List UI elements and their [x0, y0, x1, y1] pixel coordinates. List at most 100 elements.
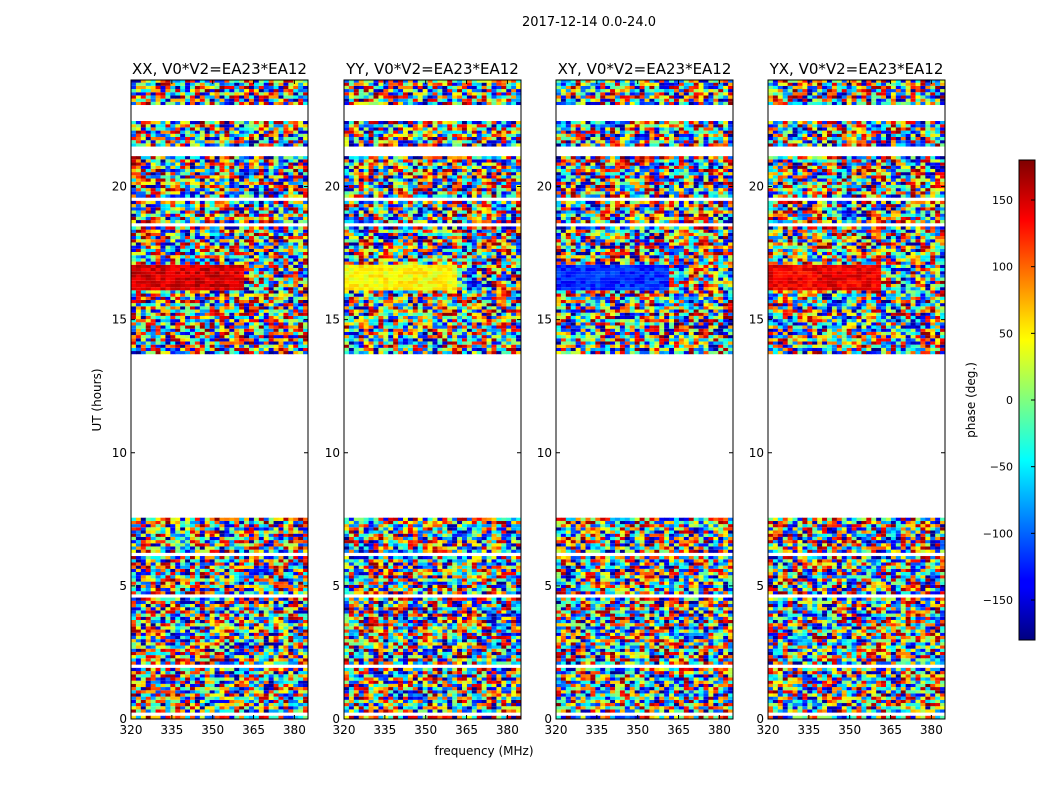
phase-cell	[263, 568, 270, 573]
phase-cell	[283, 101, 289, 106]
phase-cell	[150, 89, 156, 93]
phase-cell	[239, 674, 245, 678]
phase-cell	[190, 603, 196, 608]
phase-cell	[131, 667, 137, 672]
phase-cell	[244, 136, 250, 141]
phase-cell	[298, 89, 304, 93]
phase-cell	[214, 568, 220, 573]
phase-cell	[224, 306, 230, 310]
phase-cell	[258, 194, 265, 198]
phase-cell	[273, 540, 279, 544]
phase-cell	[268, 671, 274, 675]
phase-cell	[209, 562, 215, 566]
phase-cell	[165, 168, 171, 173]
phase-cell	[170, 255, 176, 259]
phase-cell	[185, 572, 191, 576]
phase-cell	[224, 344, 230, 348]
phase-cell	[268, 588, 274, 592]
phase-cell	[190, 245, 196, 249]
phase-cell	[194, 207, 201, 211]
phase-cell	[199, 252, 206, 256]
phase-cell	[253, 328, 260, 332]
phase-cell	[204, 101, 211, 106]
phase-cell	[258, 172, 265, 176]
phase-cell	[253, 341, 260, 345]
phase-cell	[273, 95, 279, 99]
phase-cell	[199, 89, 206, 93]
phase-cell	[155, 671, 161, 675]
phase-cell	[145, 136, 152, 141]
phase-cell	[204, 616, 211, 620]
phase-cell	[303, 667, 309, 672]
phase-cell	[278, 213, 284, 217]
phase-cell	[209, 124, 215, 128]
phase-cell	[180, 572, 186, 576]
phase-cell	[204, 159, 211, 163]
phase-cell	[457, 709, 463, 713]
phase-cell	[249, 306, 255, 310]
phase-cell	[150, 277, 156, 281]
phase-cell	[194, 303, 201, 307]
phase-cell	[204, 79, 211, 83]
phase-cell	[229, 687, 235, 691]
phase-cell	[180, 303, 186, 307]
phase-cell	[140, 344, 147, 348]
phase-cell	[258, 255, 265, 259]
phase-cell	[190, 283, 196, 288]
phase-cell	[219, 572, 225, 576]
phase-cell	[268, 642, 274, 646]
phase-cell	[239, 699, 245, 704]
phase-cell	[209, 277, 215, 281]
phase-cell	[263, 699, 270, 704]
phase-cell	[258, 527, 265, 531]
phase-cell	[175, 616, 181, 620]
phase-cell	[204, 607, 211, 611]
phase-cell	[234, 95, 240, 99]
phase-cell	[263, 696, 270, 700]
phase-cell	[293, 232, 299, 237]
phase-cell	[180, 245, 186, 249]
phase-cell	[194, 95, 201, 99]
phase-cell	[165, 101, 171, 106]
phase-cell	[293, 204, 299, 208]
phase-cell	[303, 79, 309, 83]
phase-cell	[239, 143, 245, 147]
phase-cell	[263, 331, 270, 336]
phase-cell	[140, 607, 147, 611]
phase-cell	[344, 715, 350, 719]
phase-cell	[234, 283, 240, 288]
phase-cell	[253, 699, 260, 704]
phase-cell	[199, 121, 206, 125]
phase-cell	[209, 530, 215, 534]
phase-cell	[155, 283, 161, 288]
phase-cell	[131, 159, 137, 163]
phase-cell	[224, 204, 230, 208]
phase-cell	[249, 575, 255, 579]
phase-cell	[140, 92, 147, 96]
phase-cell	[298, 140, 304, 144]
phase-cell	[140, 674, 147, 678]
phase-cell	[214, 572, 220, 576]
phase-cell	[194, 549, 201, 553]
phase-cell	[150, 248, 156, 252]
phase-cell	[298, 200, 304, 205]
phase-cell	[140, 709, 147, 713]
phase-cell	[288, 658, 294, 662]
phase-cell	[293, 188, 299, 192]
phase-cell	[244, 658, 250, 662]
phase-cell	[165, 172, 171, 176]
phase-cell	[170, 703, 176, 707]
phase-cell	[298, 667, 304, 672]
phase-cell	[155, 347, 161, 352]
phase-cell	[170, 322, 176, 326]
phase-cell	[268, 556, 274, 560]
phase-cell	[165, 124, 171, 128]
phase-cell	[293, 680, 299, 684]
phase-cell	[258, 312, 265, 316]
phase-cell	[288, 661, 294, 665]
phase-cell	[224, 651, 230, 656]
phase-cell	[303, 613, 309, 617]
phase-cell	[288, 248, 294, 252]
phase-cell	[239, 635, 245, 640]
phase-cell	[278, 232, 284, 237]
